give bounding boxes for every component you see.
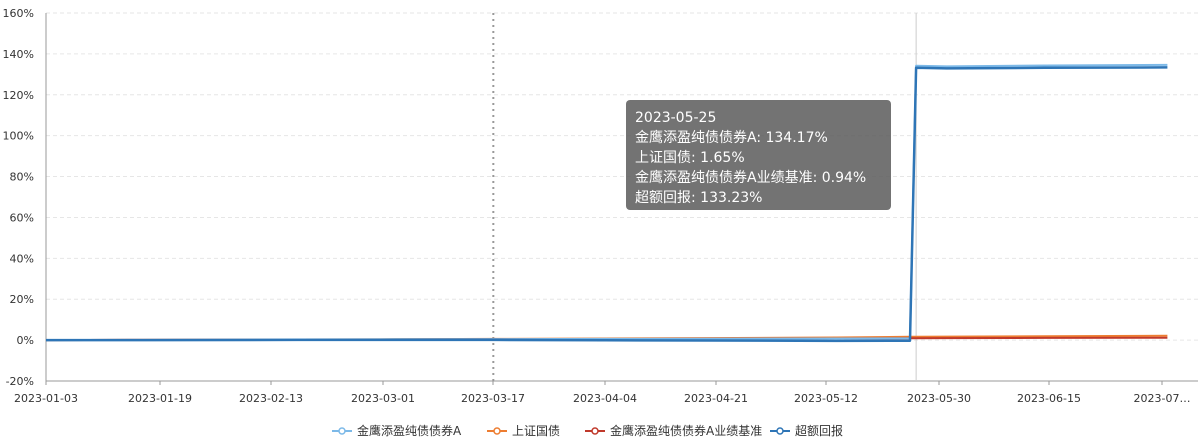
y-tick-label: 0% bbox=[17, 334, 34, 347]
x-tick-label: 2023-07… bbox=[1134, 392, 1191, 405]
legend-marker bbox=[338, 427, 346, 435]
x-tick-label: 2023-04-04 bbox=[573, 392, 637, 405]
legend-marker bbox=[776, 427, 784, 435]
x-tick-label: 2023-05-12 bbox=[794, 392, 858, 405]
chart-tooltip: 2023-05-25 金鹰添盈纯债债券A: 134.17% 上证国债: 1.65… bbox=[626, 100, 891, 210]
tooltip-line-treasury: 上证国债: 1.65% bbox=[635, 150, 745, 166]
x-tick-label: 2023-01-19 bbox=[128, 392, 192, 405]
legend-marker bbox=[493, 427, 501, 435]
y-tick-label: 120% bbox=[3, 89, 34, 102]
tooltip-line-fund: 金鹰添盈纯债债券A: 134.17% bbox=[635, 130, 828, 146]
y-tick-label: 160% bbox=[3, 7, 34, 20]
y-tick-label: 20% bbox=[10, 293, 34, 306]
y-tick-label: 60% bbox=[10, 211, 34, 224]
tooltip-line-excess: 超额回报: 133.23% bbox=[635, 190, 763, 206]
x-tick-label: 2023-04-21 bbox=[684, 392, 748, 405]
legend-label: 超额回报 bbox=[795, 423, 843, 438]
legend-label: 上证国债 bbox=[512, 424, 560, 438]
legend-label: 金鹰添盈纯债债券A bbox=[357, 423, 462, 438]
y-tick-label: 40% bbox=[10, 252, 34, 265]
x-tick-label: 2023-02-13 bbox=[239, 392, 303, 405]
x-tick-label: 2023-01-03 bbox=[14, 392, 78, 405]
x-tick-label: 2023-06-15 bbox=[1017, 392, 1081, 405]
tooltip-line-benchmark: 金鹰添盈纯债债券A业绩基准: 0.94% bbox=[635, 170, 867, 186]
x-tick-label: 2023-03-01 bbox=[351, 392, 415, 405]
legend-label: 金鹰添盈纯债债券A业绩基准 bbox=[610, 423, 762, 438]
x-tick-label: 2023-05-30 bbox=[907, 392, 971, 405]
y-tick-label: 80% bbox=[10, 171, 34, 184]
y-tick-label: 100% bbox=[3, 130, 34, 143]
series-line-3 bbox=[46, 66, 1168, 343]
legend-marker bbox=[591, 427, 599, 435]
y-tick-label: 140% bbox=[3, 48, 34, 61]
y-tick-label: -20% bbox=[6, 375, 34, 388]
x-tick-label: 2023-03-17 bbox=[461, 392, 525, 405]
tooltip-date: 2023-05-25 bbox=[635, 110, 717, 126]
